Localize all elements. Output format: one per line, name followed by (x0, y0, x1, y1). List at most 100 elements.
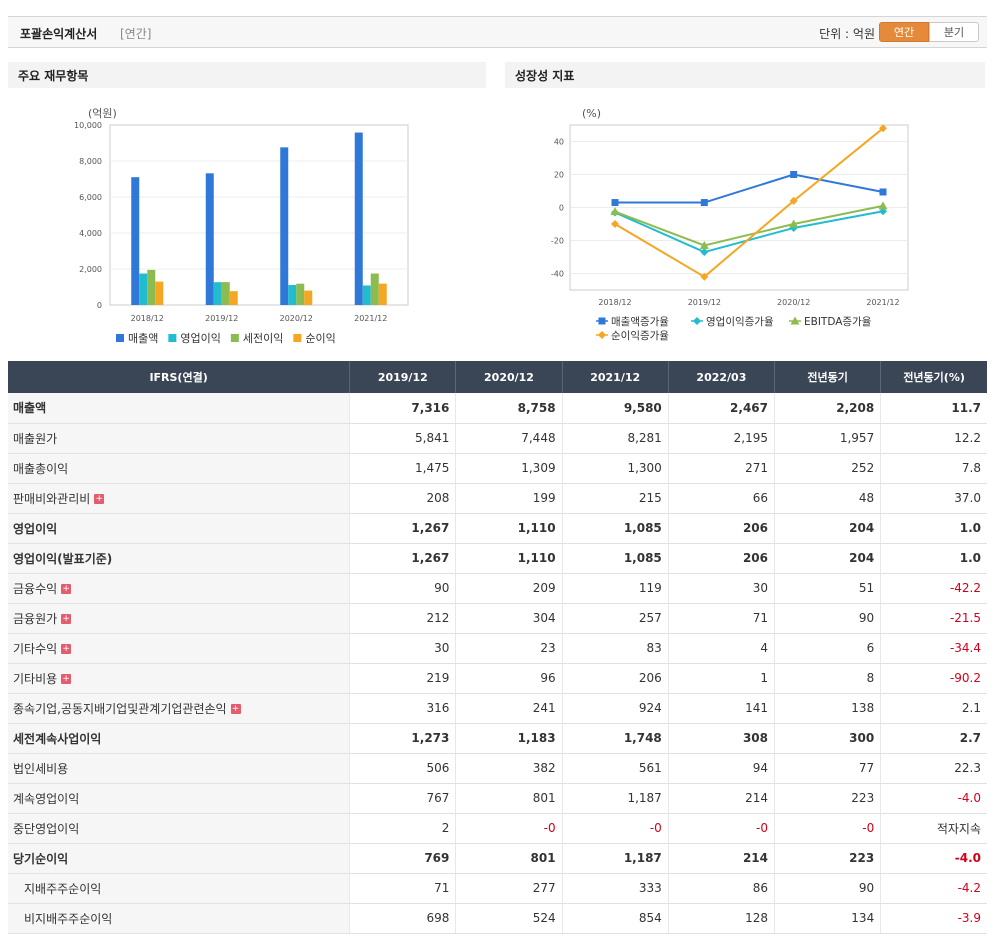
line-point-EBITDA증가율 (610, 207, 620, 216)
value-cell: 1,085 (561, 543, 669, 574)
bar-legend-swatch (293, 334, 302, 342)
value-cell: 308 (667, 722, 775, 754)
value-cell: 4 (667, 632, 775, 664)
value-cell: 223 (773, 843, 881, 874)
table-row: 법인세비용 506 382 561 94 77 22.3 (8, 753, 987, 784)
value-cell: 8,758 (455, 393, 563, 424)
value-cell: 214 (667, 843, 775, 874)
value-cell: 119 (561, 572, 669, 604)
table-row: 매출액 7,316 8,758 9,580 2,467 2,208 11.7 (8, 393, 987, 424)
value-cell: 801 (455, 783, 563, 814)
value-cell: 1,187 (561, 783, 669, 814)
line-y-tick-label: 0 (559, 204, 564, 213)
bar-x-tick-label: 2019/12 (205, 314, 238, 323)
row-label-cell: 기타수익 + (8, 632, 350, 664)
expand-plus-icon[interactable]: + (61, 644, 72, 654)
bar-2018/12-영업이익 (139, 273, 148, 305)
line-series-순이익증가율 (614, 127, 884, 279)
bar-2019/12-매출액 (205, 173, 214, 305)
value-cell: 209 (455, 572, 563, 604)
value-cell: -0 (667, 813, 775, 844)
line-y-tick-label: 20 (554, 171, 564, 180)
value-cell: 561 (561, 753, 669, 784)
row-label: 영업이익 (13, 521, 58, 536)
value-cell: 2,208 (773, 393, 881, 424)
row-label-cell: 영업이익(발표기준) (8, 543, 350, 574)
bar-2020/12-영업이익 (288, 285, 297, 305)
expand-plus-icon[interactable]: + (61, 614, 72, 624)
column-header-label: IFRS(연결) (8, 361, 351, 393)
line-legend-label: 매출액증가율 (611, 316, 669, 328)
quarter-tab[interactable]: 분기 (929, 22, 979, 42)
bar-legend-swatch (230, 334, 239, 342)
value-cell: 6 (773, 632, 881, 664)
expand-plus-icon[interactable]: + (230, 704, 241, 714)
line-x-tick-label: 2019/12 (688, 298, 721, 307)
line-point-영업이익증가율 (700, 248, 709, 257)
value-cell: 134 (773, 903, 881, 934)
value-cell: 2.7 (880, 722, 987, 754)
value-cell: 30 (667, 572, 775, 604)
value-cell: 적자지속 (880, 813, 987, 844)
row-label-cell: 영업이익 (8, 512, 350, 544)
line-legend-label: 순이익증가율 (611, 330, 669, 342)
value-cell: 66 (667, 483, 775, 514)
row-label: 기타수익 (13, 641, 58, 656)
value-cell: 2 (349, 813, 456, 844)
row-label-cell: 판매비와관리비 + (8, 483, 350, 514)
line-series-EBITDA증가율 (614, 204, 884, 247)
value-cell: 257 (561, 602, 669, 634)
value-cell: -4.0 (880, 783, 987, 814)
statement-header: 포괄손익계산서 [연간] 단위 : 억원 연간 분기 (8, 16, 987, 48)
income-statement-table: IFRS(연결) 2019/12 2020/12 2021/12 2022/03 전년동기… (8, 361, 987, 934)
row-label: 금융수익 (13, 581, 58, 596)
row-label: 계속영업이익 (13, 791, 80, 806)
table-row: 지배주주순이익 71 277 333 86 90 -4.2 (8, 873, 987, 904)
value-cell: 206 (667, 543, 775, 574)
line-point-순이익증가율 (700, 272, 709, 281)
line-chart: (%) -40 -20 0 20 40 2018/12 2019/12 2020/12 2021/… (505, 92, 985, 356)
value-cell: 212 (349, 602, 456, 634)
line-legend-marker (693, 317, 701, 325)
statement-title: 포괄손익계산서 (20, 27, 98, 41)
right-panel-title: 성장성 지표 (505, 62, 985, 88)
value-cell: 1,085 (561, 512, 669, 544)
column-header: 2019/12 (349, 361, 457, 393)
row-label: 종속기업,공동지배기업및관계기업관련손익 (13, 701, 227, 716)
expand-plus-icon[interactable]: + (61, 584, 72, 594)
value-cell: 83 (561, 632, 669, 664)
value-cell: 90 (349, 572, 456, 604)
bar-2020/12-매출액 (280, 147, 289, 305)
row-label-cell: 매출액 (8, 393, 350, 424)
line-point-매출액증가율 (700, 199, 708, 207)
line-legend-label: EBITDA증가율 (804, 316, 872, 328)
expand-plus-icon[interactable]: + (61, 674, 72, 684)
bar-legend-label: 매출액 (128, 332, 158, 345)
table-body: 매출액 7,316 8,758 9,580 2,467 2,208 11.7 매출원가 5,84… (8, 393, 987, 934)
value-cell: -21.5 (880, 602, 987, 634)
value-cell: 767 (349, 783, 456, 814)
value-cell: 7.8 (880, 453, 987, 484)
table-row: 종속기업,공동지배기업및관계기업관련손익 +316 241 924 141 138 2.1 (8, 692, 987, 724)
row-label: 세전계속사업이익 (13, 731, 102, 746)
bar-2021/12-매출액 (354, 132, 363, 305)
bar-legend-label: 세전이익 (243, 332, 283, 345)
value-cell: 1,110 (455, 512, 563, 544)
value-cell: 12.2 (880, 423, 987, 454)
value-cell: 8,281 (561, 423, 669, 454)
value-cell: 1,267 (349, 543, 456, 574)
value-cell: 219 (349, 662, 456, 694)
value-cell: 1,273 (349, 722, 456, 754)
row-label: 금융원가 (13, 611, 58, 626)
value-cell: 5,841 (349, 423, 456, 454)
value-cell: 86 (667, 873, 775, 904)
value-cell: 7,316 (349, 393, 456, 424)
bar-y-tick-label: 0 (97, 301, 102, 310)
table-row: 기타수익 +30 23 83 4 6 -34.4 (8, 632, 987, 664)
expand-plus-icon[interactable]: + (94, 494, 105, 504)
table-row: 비지배주주순이익 698 524 854 128 134 -3.9 (8, 903, 987, 934)
value-cell: 9,580 (561, 393, 669, 424)
value-cell: 204 (773, 512, 881, 544)
value-cell: 1,183 (455, 722, 563, 754)
annual-tab[interactable]: 연간 (879, 22, 929, 42)
